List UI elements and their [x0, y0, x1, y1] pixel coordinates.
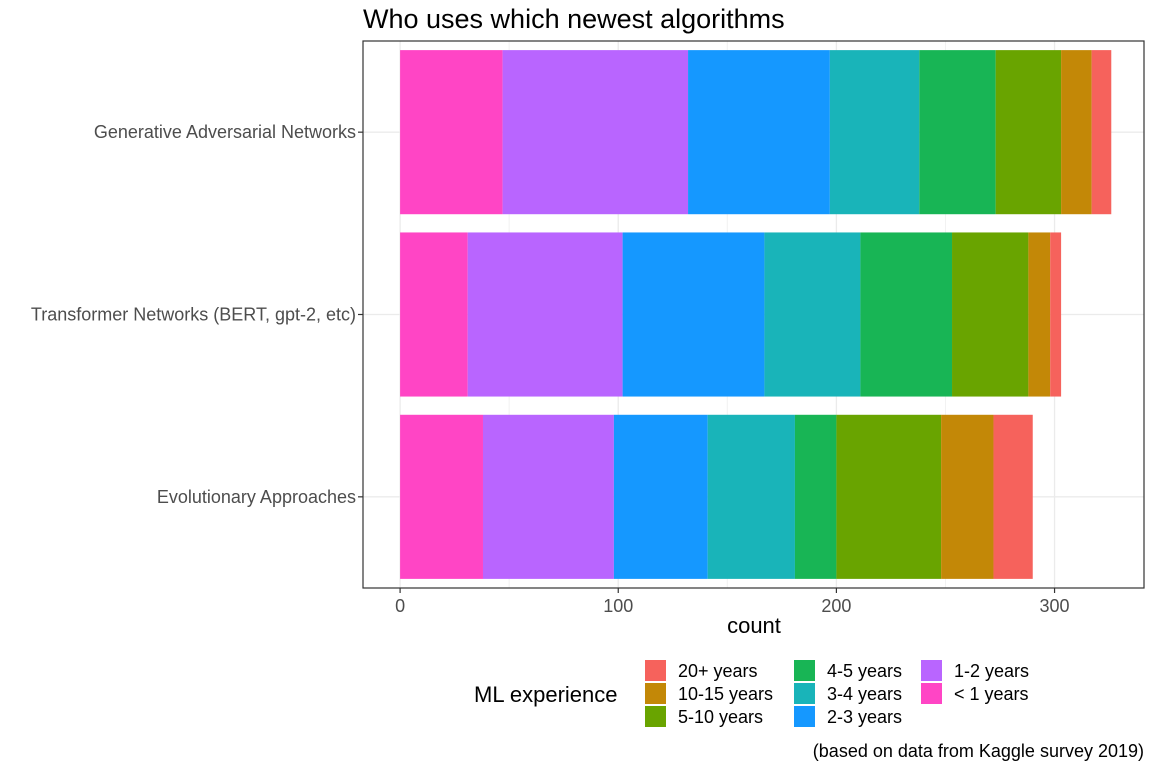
chart-title: Who uses which newest algorithms [363, 4, 785, 34]
legend-key [645, 706, 666, 727]
y-tick-label: Evolutionary Approaches [157, 487, 356, 507]
bar-segment [995, 50, 1062, 215]
bar-segment [622, 232, 765, 397]
legend-label: 5-10 years [678, 707, 763, 727]
legend-key [794, 660, 815, 681]
bar-segment [467, 232, 623, 397]
legend-label: 20+ years [678, 661, 758, 681]
x-axis-title: count [727, 613, 781, 638]
bar-segment [919, 50, 996, 215]
legend-key [921, 660, 942, 681]
bar-segment [613, 414, 708, 579]
caption: (based on data from Kaggle survey 2019) [813, 741, 1144, 761]
legend-key [794, 706, 815, 727]
legend-key [794, 683, 815, 704]
legend-title: ML experience [474, 682, 617, 707]
bar-segment [707, 414, 795, 579]
legend-label: 10-15 years [678, 684, 773, 704]
bar-segment [1091, 50, 1112, 215]
x-tick-label: 0 [395, 596, 405, 616]
legend-label: 2-3 years [827, 707, 902, 727]
bar-segment [1050, 232, 1062, 397]
bar-segment [952, 232, 1029, 397]
bars-layer [400, 50, 1112, 579]
bar-segment [400, 414, 483, 579]
bar-segment [941, 414, 994, 579]
y-tick-label: Transformer Networks (BERT, gpt-2, etc) [31, 305, 356, 325]
bar-segment [794, 414, 837, 579]
bar-segment [993, 414, 1033, 579]
bar-segment [400, 50, 503, 215]
x-tick-label: 200 [821, 596, 851, 616]
bar-segment [1061, 50, 1092, 215]
legend-label: 1-2 years [954, 661, 1029, 681]
bar-segment [400, 232, 468, 397]
x-axis: 0 100 200 300 [395, 588, 1070, 616]
legend-label: 4-5 years [827, 661, 902, 681]
y-axis: Generative Adversarial Networks Transform… [31, 122, 363, 507]
legend-key [645, 683, 666, 704]
y-tick-label: Generative Adversarial Networks [94, 122, 356, 142]
x-tick-label: 300 [1040, 596, 1070, 616]
legend-key [921, 683, 942, 704]
legend-key [645, 660, 666, 681]
legend: ML experience 20+ years 10-15 years 5-10 y… [474, 660, 1029, 727]
bar-segment [764, 232, 861, 397]
bar-segment [860, 232, 953, 397]
bar-segment [1028, 232, 1051, 397]
legend-label: < 1 years [954, 684, 1029, 704]
x-tick-label: 100 [603, 596, 633, 616]
bar-segment [829, 50, 920, 215]
bar-segment [502, 50, 689, 215]
legend-label: 3-4 years [827, 684, 902, 704]
bar-segment [836, 414, 942, 579]
bar-segment [688, 50, 830, 215]
bar-segment [482, 414, 614, 579]
